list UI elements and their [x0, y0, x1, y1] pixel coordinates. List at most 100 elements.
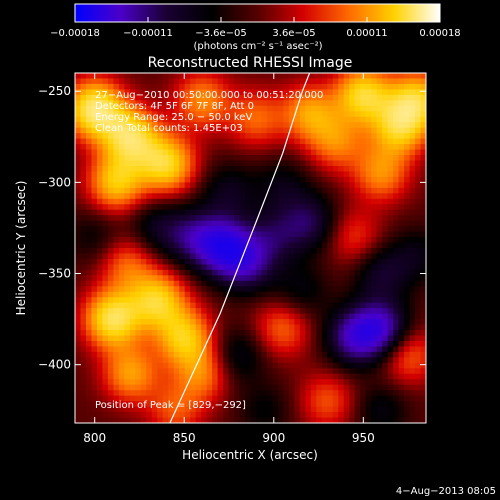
heatmap-cell	[404, 291, 411, 298]
heatmap-cell	[157, 275, 164, 282]
heatmap-cell	[310, 286, 317, 293]
heatmap-cell	[206, 78, 213, 85]
heatmap-cell	[365, 269, 372, 276]
heatmap-cell	[168, 111, 175, 118]
heatmap-cell	[184, 215, 191, 222]
heatmap-cell	[343, 406, 350, 413]
heatmap-cell	[327, 182, 334, 189]
heatmap-cell	[179, 73, 186, 80]
heatmap-cell	[129, 89, 136, 96]
heatmap-cell	[135, 83, 142, 91]
heatmap-cell	[299, 269, 306, 276]
heatmap-cell	[91, 412, 98, 419]
heatmap-cell	[272, 127, 279, 134]
heatmap-cell	[393, 176, 400, 183]
heatmap-cell	[338, 258, 345, 266]
heatmap-cell	[305, 176, 312, 183]
heatmap-cell	[151, 395, 158, 402]
heatmap-cell	[376, 155, 383, 162]
heatmap-cell	[102, 133, 109, 140]
heatmap-cell	[151, 291, 158, 298]
heatmap-cell	[283, 319, 290, 326]
heatmap-cell	[245, 182, 252, 189]
heatmap-cell	[321, 237, 328, 244]
heatmap-cell	[162, 248, 169, 255]
heatmap-cell	[129, 401, 136, 408]
heatmap-cell	[360, 258, 367, 266]
heatmap-cell	[184, 127, 191, 134]
heatmap-cell	[305, 346, 312, 353]
heatmap-cell	[272, 280, 279, 287]
heatmap-cell	[157, 231, 164, 238]
heatmap-cell	[162, 138, 169, 145]
heatmap-cell	[118, 209, 125, 216]
heatmap-cell	[332, 100, 339, 107]
heatmap-cell	[299, 94, 306, 101]
heatmap-cell	[179, 78, 186, 85]
heatmap-cell	[338, 401, 345, 408]
heatmap-cell	[365, 182, 372, 189]
heatmap-cell	[212, 204, 219, 211]
heatmap-cell	[212, 379, 219, 386]
heatmap-cell	[173, 155, 180, 162]
heatmap-cell	[382, 187, 389, 194]
heatmap-cell	[316, 253, 323, 260]
heatmap-cell	[332, 122, 339, 129]
heatmap-cell	[223, 198, 230, 205]
heatmap-cell	[162, 144, 169, 151]
heatmap-cell	[250, 297, 257, 304]
heatmap-cell	[415, 242, 422, 249]
heatmap-cell	[305, 160, 312, 167]
heatmap-cell	[387, 215, 394, 222]
heatmap-cell	[420, 324, 426, 331]
heatmap-cell	[173, 138, 180, 145]
heatmap-cell	[321, 291, 328, 298]
heatmap-cell	[96, 171, 104, 178]
heatmap-cell	[354, 242, 361, 249]
heatmap-cell	[140, 258, 147, 266]
heatmap-cell	[365, 193, 372, 200]
heatmap-cell	[365, 280, 372, 287]
heatmap-cell	[85, 237, 93, 244]
heatmap-cell	[129, 176, 136, 183]
heatmap-cell	[146, 149, 153, 156]
heatmap-cell	[157, 357, 164, 364]
heatmap-cell	[146, 379, 153, 386]
heatmap-cell	[239, 105, 246, 112]
heatmap-cell	[283, 362, 290, 369]
heatmap-cell	[212, 253, 219, 260]
heatmap-cell	[201, 390, 208, 397]
heatmap-cell	[288, 215, 295, 222]
heatmap-cell	[398, 73, 405, 80]
heatmap-cell	[234, 351, 241, 358]
heatmap-cell	[321, 412, 328, 419]
heatmap-cell	[184, 302, 191, 309]
heatmap-cell	[223, 269, 230, 276]
peak-position-label: Position of Peak = [829,−292]	[95, 400, 246, 411]
heatmap-cell	[140, 94, 147, 101]
heatmap-cell	[113, 264, 120, 271]
heatmap-cell	[382, 357, 389, 364]
heatmap-cell	[118, 297, 125, 304]
heatmap-cell	[272, 78, 279, 85]
heatmap-cell	[190, 209, 197, 216]
heatmap-cell	[409, 286, 416, 293]
heatmap-cell	[398, 237, 405, 244]
heatmap-cell	[168, 335, 175, 342]
heatmap-cell	[255, 144, 263, 151]
heatmap-cell	[80, 258, 87, 266]
heatmap-cell	[184, 193, 191, 200]
heatmap-cell	[420, 412, 426, 419]
heatmap-cell	[382, 198, 389, 205]
heatmap-cell	[415, 138, 422, 145]
heatmap-cell	[140, 324, 147, 331]
heatmap-cell	[201, 351, 208, 358]
heatmap-cell	[283, 204, 290, 211]
heatmap-cell	[157, 406, 164, 413]
heatmap-cell	[201, 122, 208, 129]
heatmap-cell	[338, 406, 345, 413]
heatmap-cell	[201, 242, 208, 249]
heatmap-cell	[124, 280, 131, 287]
heatmap-cell	[80, 308, 87, 315]
heatmap-cell	[129, 395, 136, 402]
